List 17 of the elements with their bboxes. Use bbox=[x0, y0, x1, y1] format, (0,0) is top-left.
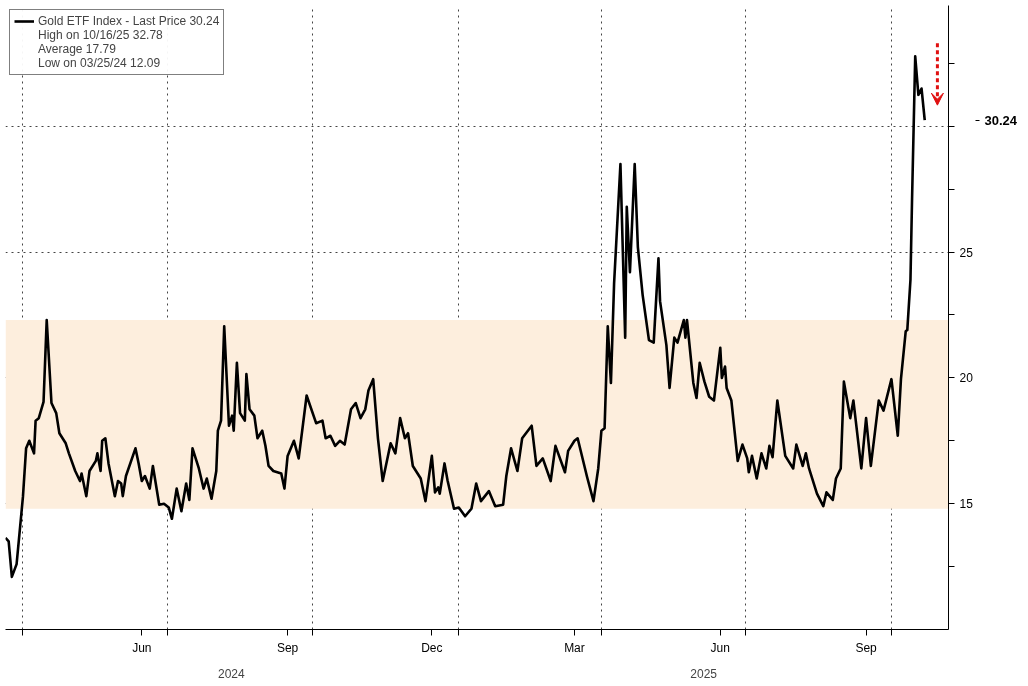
x-tick-label: Mar bbox=[564, 640, 585, 655]
x-tick-label: Sep bbox=[276, 640, 299, 655]
legend-label: Gold ETF Index - Last Price 30.24 bbox=[38, 14, 220, 28]
annotation: High on 10/16/25 32.78 bbox=[38, 28, 163, 42]
line-series bbox=[5, 55, 927, 579]
annotation: Average 17.79 bbox=[38, 42, 116, 56]
y-tick-label: 20 bbox=[959, 371, 974, 386]
y-tick-label: 15 bbox=[959, 497, 974, 512]
annotation: Low on 03/25/24 12.09 bbox=[38, 56, 161, 70]
text: 30.24 bbox=[984, 112, 1018, 128]
x-tick-label: Jun bbox=[710, 640, 730, 655]
x-tick-label: Dec bbox=[421, 640, 443, 655]
text: 2025 bbox=[690, 666, 718, 681]
x-tick-label: Sep bbox=[855, 640, 878, 655]
x-tick-label: Jun bbox=[132, 640, 152, 655]
y-tick-label: 25 bbox=[959, 245, 974, 260]
text: 2024 bbox=[218, 666, 246, 681]
